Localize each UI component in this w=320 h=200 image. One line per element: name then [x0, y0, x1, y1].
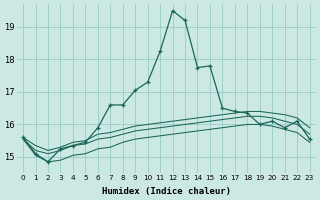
X-axis label: Humidex (Indice chaleur): Humidex (Indice chaleur) [102, 187, 231, 196]
